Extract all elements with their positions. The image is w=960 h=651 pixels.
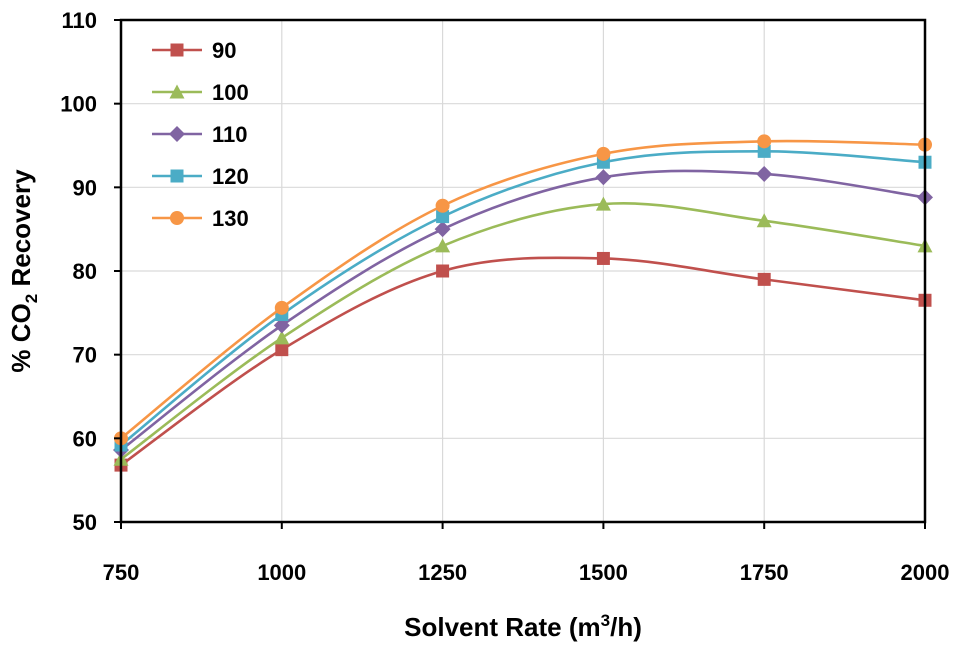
data-point-100 <box>274 330 290 345</box>
x-tick-label: 1250 <box>418 560 467 585</box>
legend-item-130: 130 <box>152 206 249 231</box>
legend-label: 130 <box>212 206 249 231</box>
data-point-130 <box>757 134 772 149</box>
data-point-130 <box>435 198 450 213</box>
series-line-90 <box>120 256 926 467</box>
series-110 <box>113 165 933 459</box>
data-point-90 <box>596 251 610 265</box>
data-point-110 <box>273 317 290 334</box>
legend-marker <box>170 43 184 57</box>
series-130 <box>114 134 932 446</box>
x-tick-label: 2000 <box>901 560 950 585</box>
legend-marker <box>170 211 184 225</box>
legend-item-120: 120 <box>152 164 249 189</box>
legend-item-110: 110 <box>152 122 248 147</box>
y-tick-label: 50 <box>73 510 97 535</box>
legend-item-100: 100 <box>152 80 249 105</box>
data-point-90 <box>275 343 289 357</box>
series-line-130 <box>120 139 926 440</box>
legend-label: 120 <box>212 164 249 189</box>
legend-marker <box>169 126 185 142</box>
x-tick-label: 1500 <box>579 560 628 585</box>
y-tick-label: 80 <box>73 259 97 284</box>
y-tick-label: 70 <box>73 343 97 368</box>
legend-label: 100 <box>212 80 249 105</box>
y-tick-label: 110 <box>62 8 98 33</box>
legend-label: 90 <box>212 38 236 63</box>
data-point-110 <box>756 165 773 182</box>
y-tick-label: 90 <box>73 175 97 200</box>
data-point-120 <box>436 210 450 224</box>
data-point-90 <box>757 272 771 286</box>
data-point-130 <box>274 300 289 315</box>
x-tick-label: 1000 <box>257 560 306 585</box>
data-point-120 <box>757 144 771 158</box>
legend-marker <box>170 169 184 183</box>
data-point-100 <box>435 238 451 253</box>
data-point-110 <box>434 221 451 238</box>
series-layer <box>113 134 933 472</box>
series-line-100 <box>120 202 926 461</box>
x-tick-label: 1750 <box>740 560 789 585</box>
legend: 90 100 110 120 130 <box>152 38 249 231</box>
legend-label: 110 <box>212 122 248 147</box>
legend-marker <box>169 84 185 99</box>
y-tick-label: 100 <box>60 92 97 117</box>
data-point-90 <box>436 264 450 278</box>
y-tick-label: 60 <box>73 426 97 451</box>
x-axis-title: Solvent Rate (m3/h) <box>404 611 642 642</box>
data-point-100 <box>756 213 772 228</box>
y-axis-title: % CO2 Recovery <box>6 169 41 373</box>
tick-labels: 750 1000 1250 1500 1750 2000 50 60 70 80 90 100 110 <box>60 8 949 585</box>
series-line-120 <box>120 150 926 447</box>
legend-item-90: 90 <box>152 38 236 63</box>
x-tick-label: 750 <box>103 560 140 585</box>
series-line-110 <box>120 169 926 452</box>
data-point-110 <box>595 169 612 186</box>
series-90 <box>114 251 932 472</box>
data-point-130 <box>596 146 611 161</box>
data-point-100 <box>595 196 611 211</box>
